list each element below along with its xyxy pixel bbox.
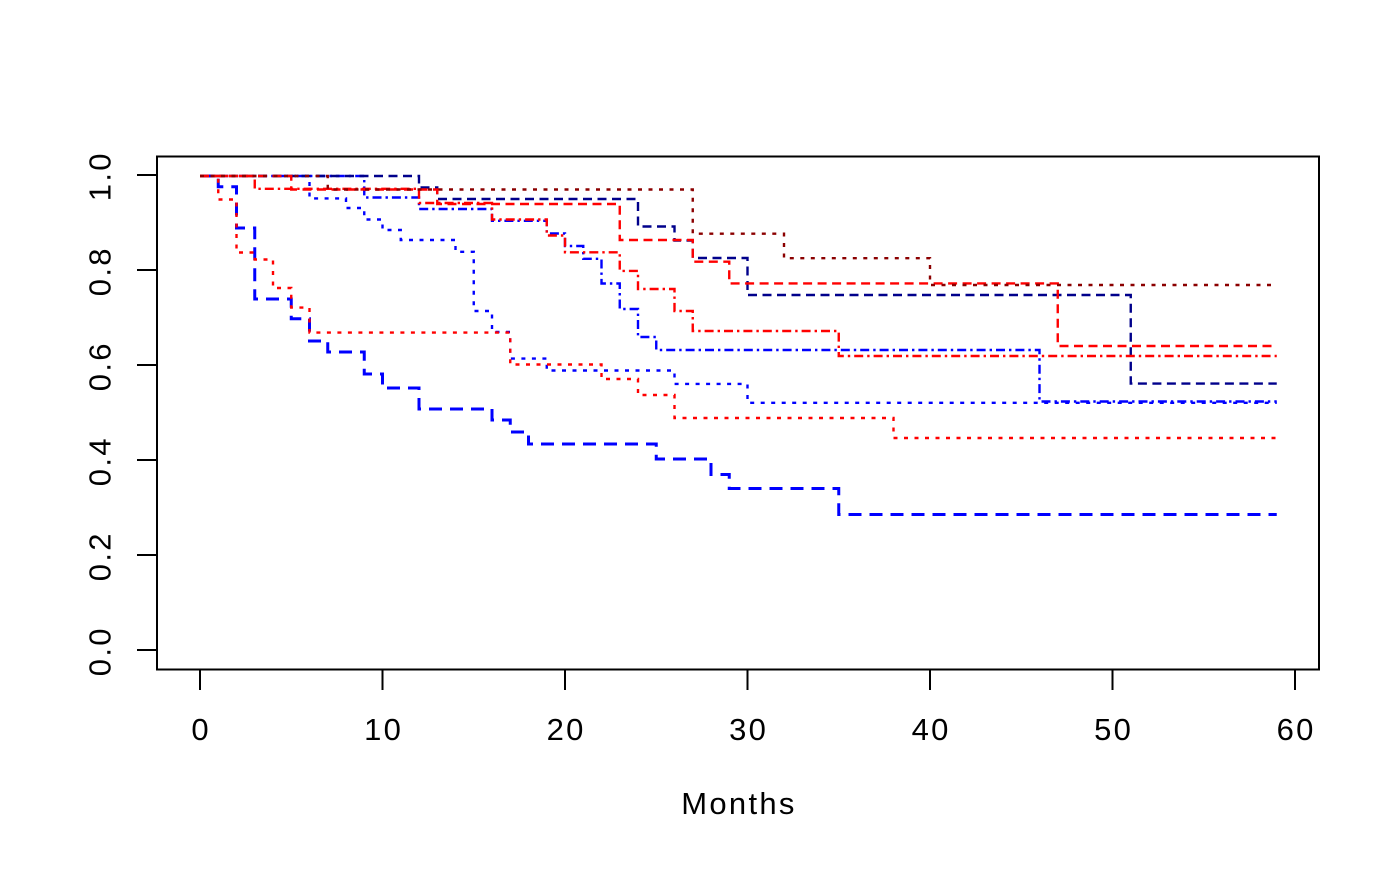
svg-text:40: 40 xyxy=(912,712,951,747)
svg-text:30: 30 xyxy=(729,712,768,747)
svg-text:0.4: 0.4 xyxy=(83,436,118,486)
svg-text:0.8: 0.8 xyxy=(83,246,118,296)
svg-text:20: 20 xyxy=(547,712,586,747)
svg-text:Months: Months xyxy=(681,786,796,821)
svg-text:50: 50 xyxy=(1094,712,1133,747)
svg-text:10: 10 xyxy=(364,712,403,747)
svg-text:0.2: 0.2 xyxy=(83,531,118,581)
svg-text:60: 60 xyxy=(1277,712,1316,747)
svg-text:0.6: 0.6 xyxy=(83,341,118,391)
svg-text:0.0: 0.0 xyxy=(83,626,118,676)
svg-text:0: 0 xyxy=(191,712,211,747)
svg-text:1.0: 1.0 xyxy=(83,151,118,201)
